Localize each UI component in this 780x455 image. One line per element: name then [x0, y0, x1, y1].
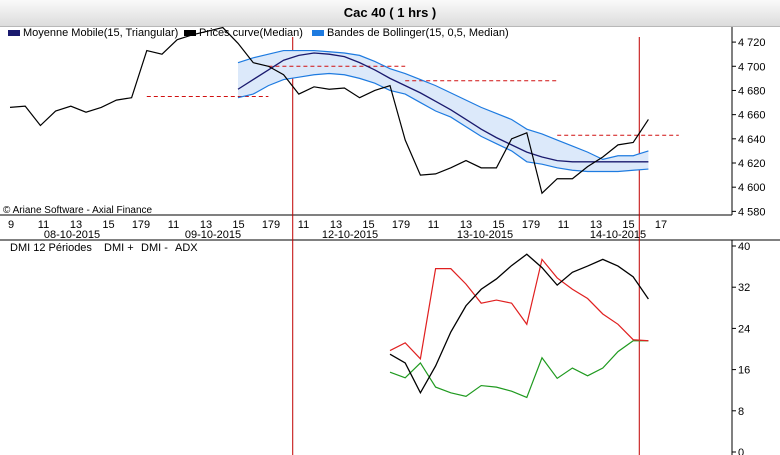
y-tick-label: 4 620 [738, 158, 766, 170]
legend-label: Prices curve(Median) [199, 27, 303, 39]
dmi-legend-item: DMI - [141, 242, 168, 254]
dmi-legend-item: ADX [175, 242, 198, 254]
x-hour-label: 13 [200, 219, 212, 231]
dmi-y-tick-label: 24 [738, 323, 750, 335]
x-hour-label: 179 [132, 219, 150, 231]
x-date-label: 14-10-2015 [590, 229, 646, 241]
watermark-text: © Ariane Software - Axial Finance [3, 205, 153, 216]
dmi-y-tick-label: 32 [738, 282, 750, 294]
dmi-plus-line [389, 340, 649, 399]
dmi-legend-item: DMI + [104, 242, 134, 254]
legend-label: Moyenne Mobile(15, Triangular) [23, 27, 178, 39]
y-tick-label: 4 600 [738, 182, 766, 194]
window-title: Cac 40 ( 1 hrs ) [0, 0, 780, 27]
legend-swatch [312, 30, 324, 36]
dmi-minus-line [389, 258, 649, 361]
y-tick-label: 4 660 [738, 110, 766, 122]
x-date-label: 12-10-2015 [322, 229, 378, 241]
x-hour-label: 11 [298, 219, 309, 231]
price-line [9, 26, 649, 195]
x-hour-label: 17 [655, 219, 667, 231]
x-hour-label: 13 [330, 219, 342, 231]
y-tick-label: 4 680 [738, 85, 766, 97]
y-tick-label: 4 720 [738, 37, 766, 49]
bollinger-upper-line [237, 49, 649, 161]
x-hour-label: 9 [8, 219, 14, 231]
x-hour-label: 15 [102, 219, 114, 231]
x-hour-label: 11 [38, 219, 49, 231]
x-hour-label: 13 [590, 219, 602, 231]
dmi-y-tick-label: 0 [738, 447, 744, 455]
x-hour-label: 179 [262, 219, 280, 231]
legend-label: Bandes de Bollinger(15, 0,5, Median) [327, 27, 509, 39]
bollinger-lower-line [237, 72, 649, 173]
x-hour-label: 179 [522, 219, 540, 231]
dmi-y-tick-label: 8 [738, 406, 744, 418]
y-tick-label: 4 700 [738, 61, 766, 73]
x-hour-label: 15 [492, 219, 504, 231]
dmi-y-tick-label: 16 [738, 365, 750, 377]
x-hour-label: 179 [392, 219, 410, 231]
y-tick-label: 4 640 [738, 134, 766, 146]
x-hour-label: 11 [428, 219, 439, 231]
dmi-y-tick-label: 40 [738, 241, 750, 253]
top-plot-area [0, 27, 732, 215]
x-hour-label: 13 [460, 219, 472, 231]
x-hour-label: 11 [168, 219, 179, 231]
x-hour-label: 11 [558, 219, 569, 231]
y-tick-label: 4 580 [738, 206, 766, 218]
x-date-label: 13-10-2015 [457, 229, 513, 241]
legend-swatch [8, 30, 20, 36]
x-hour-label: 15 [622, 219, 634, 231]
bollinger-band-fill [238, 50, 649, 172]
dmi-legend-title: DMI 12 Périodes [10, 242, 92, 254]
x-hour-label: 15 [362, 219, 374, 231]
adx-line [389, 253, 649, 395]
moving-average-line [237, 52, 649, 163]
x-hour-label: 13 [70, 219, 82, 231]
x-date-label: 08-10-2015 [44, 229, 100, 241]
legend-swatch [184, 30, 196, 36]
x-date-label: 09-10-2015 [185, 229, 241, 241]
x-hour-label: 15 [232, 219, 244, 231]
